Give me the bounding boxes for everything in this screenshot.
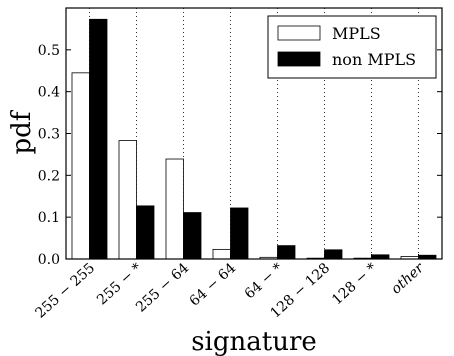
y-axis-ticks: 0.0 0.1 0.2 0.3 0.4 0.5 — [38, 43, 442, 268]
bar-non-mpls — [324, 249, 343, 260]
legend: MPLS non MPLS — [267, 15, 437, 79]
bar-mpls — [165, 158, 184, 260]
y-tick-label: 0.5 — [38, 43, 60, 59]
x-tick-label: 64 − * — [242, 260, 286, 302]
y-tick-label: 0.0 — [38, 252, 60, 268]
bar-non-mpls — [136, 205, 155, 260]
x-tick-label: 128 − * — [329, 260, 380, 308]
legend-swatch — [277, 25, 321, 41]
bar-non-mpls — [89, 18, 108, 260]
y-tick-label: 0.1 — [38, 210, 60, 226]
legend-label: MPLS — [332, 24, 381, 43]
x-tick-label: 255 − 255 — [32, 260, 98, 321]
y-tick-label: 0.2 — [38, 168, 60, 184]
bar-mpls — [118, 140, 137, 260]
bar-non-mpls — [230, 207, 249, 260]
legend-label: non MPLS — [332, 50, 416, 69]
x-axis-label: signature — [191, 327, 317, 356]
bar-non-mpls — [277, 245, 296, 260]
bar-non-mpls — [371, 254, 390, 260]
y-tick-label: 0.3 — [38, 127, 60, 143]
bar-mpls — [212, 248, 231, 260]
bar-non-mpls — [183, 212, 202, 260]
y-axis-label: pdf — [7, 109, 37, 154]
bar-mpls — [71, 72, 90, 260]
x-tick-label: 64 − 64 — [187, 260, 240, 310]
legend-swatch — [277, 51, 321, 67]
x-tick-label: other — [388, 259, 428, 297]
y-tick-label: 0.4 — [38, 85, 60, 101]
